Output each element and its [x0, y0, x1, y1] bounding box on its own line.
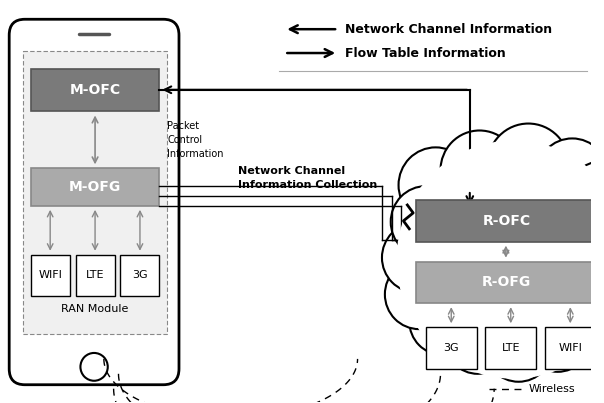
Circle shape: [382, 223, 450, 292]
Text: 3G: 3G: [132, 270, 148, 280]
Circle shape: [484, 312, 553, 382]
FancyBboxPatch shape: [76, 255, 115, 296]
Text: WIFI: WIFI: [558, 343, 582, 353]
Circle shape: [391, 186, 461, 258]
FancyBboxPatch shape: [426, 327, 477, 369]
Polygon shape: [421, 165, 604, 354]
Text: LTE: LTE: [501, 343, 520, 353]
FancyBboxPatch shape: [486, 327, 536, 369]
FancyBboxPatch shape: [31, 69, 159, 111]
Text: Network Channel
Information Collection: Network Channel Information Collection: [237, 166, 377, 190]
Circle shape: [385, 260, 453, 329]
Text: M-OFG: M-OFG: [69, 180, 121, 194]
Circle shape: [554, 276, 604, 342]
Circle shape: [567, 235, 604, 304]
FancyBboxPatch shape: [416, 262, 597, 303]
Circle shape: [536, 139, 604, 212]
Circle shape: [397, 140, 604, 379]
Text: Network Channel Information: Network Channel Information: [345, 23, 552, 36]
Circle shape: [80, 353, 108, 381]
Text: R-OFG: R-OFG: [482, 275, 531, 289]
Text: 3G: 3G: [443, 343, 459, 353]
Circle shape: [440, 131, 519, 210]
Circle shape: [574, 197, 604, 263]
FancyBboxPatch shape: [31, 255, 69, 296]
Circle shape: [410, 287, 475, 355]
Text: Flow Table Information: Flow Table Information: [345, 46, 506, 60]
FancyBboxPatch shape: [9, 19, 179, 385]
Text: Packet
Control
Information: Packet Control Information: [167, 121, 223, 160]
Text: WIFI: WIFI: [38, 270, 62, 280]
FancyBboxPatch shape: [545, 327, 596, 369]
Text: R-OFC: R-OFC: [483, 214, 530, 228]
Text: RAN Module: RAN Module: [62, 304, 129, 314]
Circle shape: [445, 308, 510, 374]
Circle shape: [399, 147, 473, 223]
Text: Wireless: Wireless: [528, 384, 575, 394]
Circle shape: [524, 302, 592, 372]
Circle shape: [487, 124, 570, 207]
Text: LTE: LTE: [86, 270, 104, 280]
Circle shape: [568, 161, 604, 229]
FancyBboxPatch shape: [416, 200, 597, 242]
FancyBboxPatch shape: [23, 51, 167, 334]
FancyBboxPatch shape: [120, 255, 159, 296]
Text: M-OFC: M-OFC: [69, 83, 121, 97]
FancyBboxPatch shape: [31, 168, 159, 206]
